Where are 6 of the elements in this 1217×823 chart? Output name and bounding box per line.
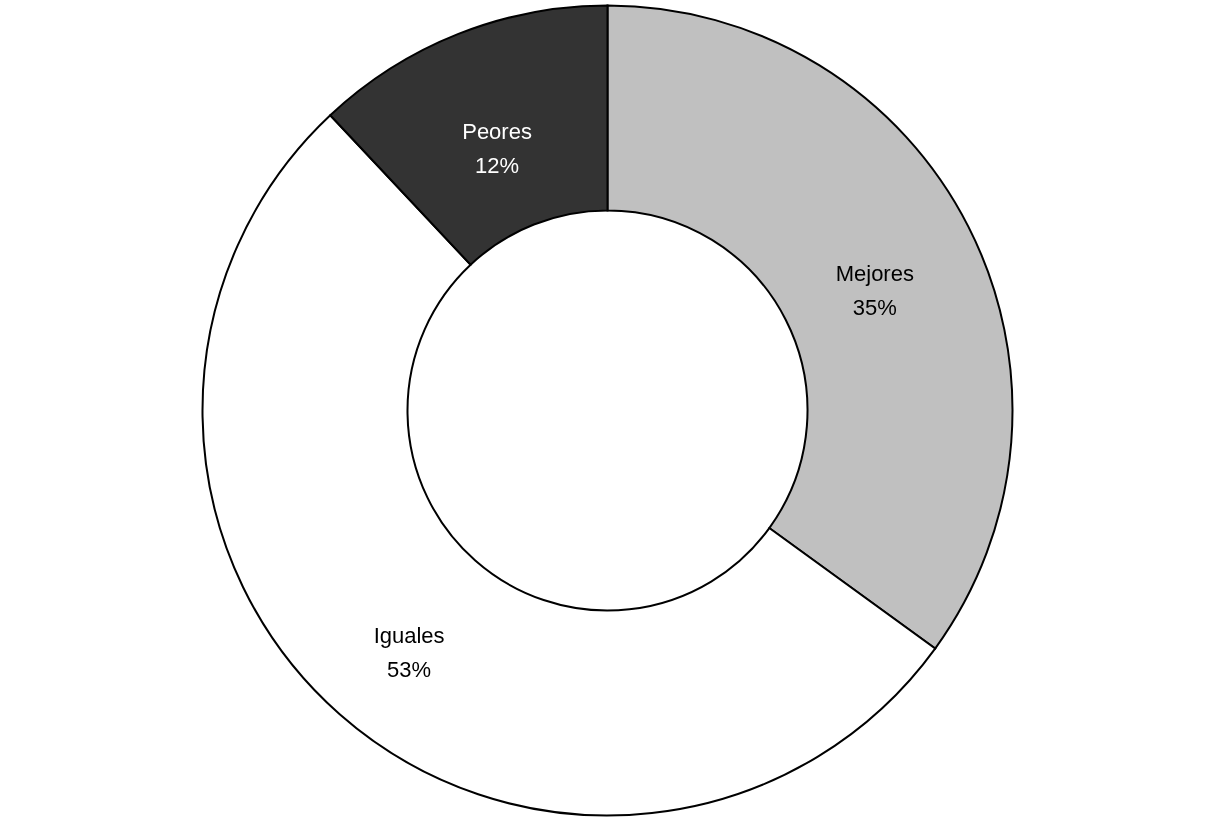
slice-label: Mejores bbox=[835, 261, 914, 287]
slice-label: Iguales bbox=[373, 622, 445, 648]
slice-label: Peores bbox=[462, 118, 532, 144]
data-label: 12% bbox=[475, 152, 520, 178]
data-label: 53% bbox=[387, 656, 432, 682]
data-label: 35% bbox=[852, 295, 897, 321]
